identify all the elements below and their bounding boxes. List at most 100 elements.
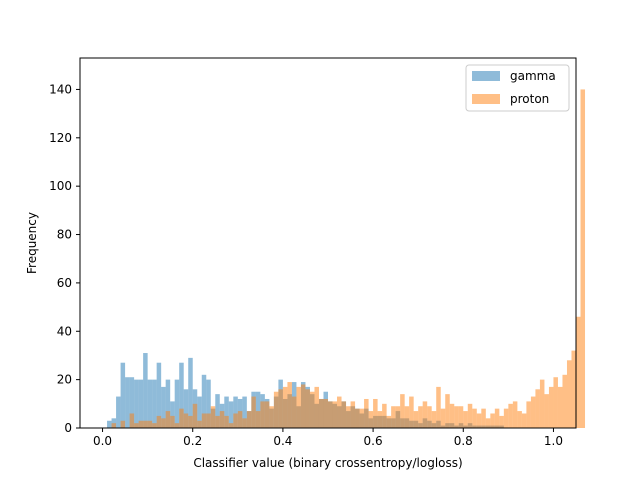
proton-bar — [386, 415, 392, 428]
gamma-bar — [188, 357, 193, 428]
gamma-bar — [161, 386, 166, 428]
gamma-bar — [242, 396, 247, 428]
proton-bar — [350, 401, 356, 428]
proton-bar — [566, 360, 572, 428]
gamma-bar — [107, 420, 112, 428]
gamma-bar — [206, 379, 211, 428]
proton-bar — [174, 423, 180, 428]
proton-bar — [337, 396, 342, 428]
proton-bar — [318, 398, 324, 428]
gamma-bar — [152, 379, 157, 428]
y-tick-label: 40 — [57, 324, 72, 338]
proton-bar — [341, 401, 347, 428]
proton-bar — [278, 389, 283, 428]
proton-bar — [251, 396, 256, 428]
series-proton — [111, 89, 586, 428]
proton-bar — [188, 415, 193, 428]
proton-bar — [291, 396, 297, 428]
legend: gamma proton — [465, 64, 570, 112]
x-ticks: 0.0 0.2 0.4 0.6 0.8 1.0 — [93, 428, 563, 448]
proton-bar — [535, 389, 540, 428]
proton-bar — [431, 411, 437, 428]
proton-bar — [192, 403, 198, 428]
gamma-bar — [179, 362, 184, 428]
proton-bar — [346, 406, 351, 428]
proton-bar — [580, 89, 586, 428]
proton-bar — [300, 384, 306, 428]
gamma-bar — [233, 396, 238, 428]
proton-bar — [467, 403, 473, 428]
proton-bar — [454, 406, 459, 428]
proton-bar — [395, 406, 401, 428]
proton-bar — [287, 382, 292, 428]
x-tick-label: 1.0 — [544, 434, 563, 448]
proton-bar — [553, 377, 558, 428]
gamma-bar — [165, 379, 171, 428]
proton-bar — [503, 408, 509, 428]
proton-bar — [210, 406, 216, 428]
bars-layer — [107, 89, 586, 428]
proton-bar — [246, 411, 252, 428]
legend-swatch-gamma — [472, 71, 500, 81]
proton-bar — [548, 386, 554, 428]
proton-bar — [332, 401, 338, 428]
proton-bar — [521, 413, 527, 428]
proton-bar — [499, 415, 504, 428]
proton-bar — [273, 391, 279, 428]
proton-bar — [440, 408, 446, 428]
proton-bar — [458, 406, 464, 428]
proton-bar — [161, 418, 166, 428]
proton-bar — [147, 420, 153, 428]
gamma-bar — [174, 379, 180, 428]
gamma-bar — [134, 379, 139, 428]
proton-bar — [449, 403, 455, 428]
gamma-bar — [224, 396, 229, 428]
proton-bar — [179, 408, 184, 428]
legend-swatch-proton — [472, 94, 500, 104]
proton-bar — [355, 408, 360, 428]
proton-bar — [530, 396, 536, 428]
gamma-bar — [116, 396, 121, 428]
gamma-bar — [125, 377, 130, 428]
proton-bar — [242, 418, 247, 428]
gamma-bar — [143, 353, 148, 428]
proton-bar — [296, 386, 301, 428]
proton-bar — [260, 401, 265, 428]
legend-label-gamma: gamma — [510, 69, 556, 83]
proton-bar — [156, 415, 162, 428]
proton-bar — [215, 415, 220, 428]
axes-frame — [79, 57, 577, 429]
x-tick-label: 0.2 — [183, 434, 202, 448]
proton-bar — [233, 413, 238, 428]
proton-bar — [165, 411, 171, 428]
proton-bar — [436, 386, 441, 428]
proton-bar — [427, 406, 432, 428]
proton-bar — [472, 408, 477, 428]
proton-bar — [476, 413, 482, 428]
proton-bar — [228, 423, 234, 428]
proton-bar — [237, 411, 243, 428]
gamma-bar — [197, 396, 202, 428]
proton-bar — [571, 350, 576, 428]
proton-bar — [120, 420, 126, 428]
proton-bar — [557, 386, 563, 428]
proton-bar — [373, 398, 378, 428]
gamma-bar — [255, 391, 261, 428]
proton-bar — [183, 413, 189, 428]
y-tick-label: 100 — [49, 179, 72, 193]
proton-bar — [309, 391, 315, 428]
proton-bar — [282, 386, 288, 428]
proton-bar — [264, 401, 270, 428]
proton-bar — [305, 389, 310, 428]
proton-bar — [508, 403, 513, 428]
proton-bar — [377, 411, 383, 428]
x-tick-label: 0.6 — [364, 434, 383, 448]
gamma-bar — [147, 379, 153, 428]
proton-bar — [111, 423, 117, 428]
proton-bar — [481, 408, 486, 428]
proton-bar — [224, 415, 229, 428]
y-tick-label: 60 — [57, 276, 72, 290]
gamma-bar — [170, 401, 175, 428]
x-tick-label: 0.8 — [454, 434, 473, 448]
